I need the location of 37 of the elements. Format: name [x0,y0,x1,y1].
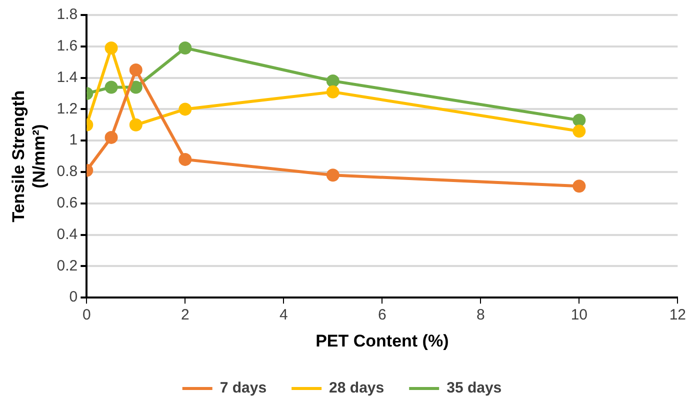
point [104,130,118,144]
y-tick-label: 1.2 [56,100,78,118]
x-tick-label: 8 [476,306,485,324]
point [572,180,586,193]
y-tick-label: 1.8 [56,6,78,24]
point [178,41,192,54]
point [129,118,142,132]
point [178,152,192,166]
y-axis-title: Tensile Strength (N/mm²) [8,90,48,222]
point [129,80,142,94]
y-tick-label: 1.6 [56,38,78,55]
y-tick-label: 0.6 [56,194,78,212]
point [326,74,340,88]
x-tick-label: 4 [279,306,288,324]
y-tick-label: 1 [69,132,78,149]
point [129,63,142,76]
x-tick-label: 6 [378,306,386,324]
y-tick-label: 0.8 [56,163,78,180]
point [104,80,118,94]
y-tick-label: 0 [69,288,78,306]
point [326,85,340,98]
point [326,168,340,182]
legend-label: 7 days [220,380,267,397]
legend-label: 28 days [329,380,384,397]
point [178,102,192,116]
point [572,124,586,138]
x-axis-title: PET Content (%) [316,331,449,350]
x-tick-label: 2 [180,306,190,324]
x-tick-label: 12 [669,306,686,324]
y-tick-label: 0.4 [56,226,78,243]
y-tick-label: 0.2 [56,257,78,274]
point [572,114,586,127]
y-tick-label: 1.4 [56,68,78,86]
legend-label: 35 days [446,380,502,397]
x-tick-label: 0 [82,306,91,324]
point [104,41,118,54]
x-tick-label: 10 [570,306,588,324]
